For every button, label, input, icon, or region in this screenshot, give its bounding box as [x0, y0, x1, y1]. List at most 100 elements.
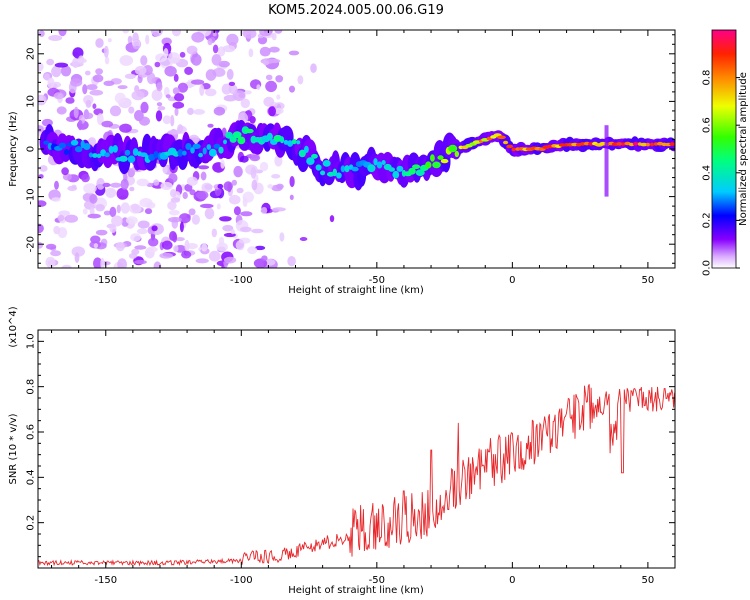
noise-blob [139, 116, 150, 126]
noise-blob [272, 207, 286, 212]
noise-blob [216, 203, 221, 210]
ridge-core [381, 160, 386, 165]
noise-blob [199, 84, 205, 96]
noise-blob [268, 106, 276, 117]
ridge-core [326, 171, 335, 177]
ridge-core [279, 136, 285, 144]
noise-blob [170, 197, 181, 203]
ridge-core [408, 167, 416, 175]
noise-blob [184, 66, 194, 75]
noise-blob [175, 237, 185, 242]
ridge-core [92, 153, 98, 158]
ridge-core [437, 155, 444, 160]
noise-blob [102, 182, 111, 188]
noise-blob [204, 88, 217, 97]
noise-blob [262, 60, 270, 66]
noise-blob [111, 215, 123, 227]
noise-blob [103, 45, 109, 58]
noise-blob [227, 182, 232, 193]
noise-blob [155, 110, 163, 122]
x-tick-label: -150 [94, 575, 117, 586]
noise-blob [162, 165, 168, 174]
noise-blob [297, 75, 304, 85]
noise-blob [161, 240, 173, 250]
noise-blob [218, 236, 225, 246]
ridge-core [139, 152, 148, 157]
noise-blob [109, 105, 122, 117]
noise-blob [171, 30, 182, 37]
noise-blob [50, 250, 61, 257]
ridge-core [63, 149, 70, 155]
ridge-core [202, 147, 207, 155]
noise-blob [151, 225, 158, 232]
noise-blob [38, 61, 44, 72]
noise-blob [38, 200, 47, 207]
noise-blob [189, 189, 196, 196]
noise-blob [73, 106, 79, 119]
noise-blob [201, 182, 213, 193]
noise-blob [168, 216, 182, 223]
noise-blob [249, 154, 261, 162]
noise-blob [288, 50, 300, 56]
noise-blob [200, 171, 207, 181]
noise-blob [190, 79, 205, 85]
ridge-core [198, 152, 204, 158]
noise-blob [136, 228, 148, 235]
y-tick-label: -10 [26, 188, 37, 204]
noise-blob [53, 225, 61, 235]
ridge-core [351, 166, 359, 172]
ridge-core [650, 142, 654, 147]
noise-blob [254, 245, 266, 251]
ridge-core [432, 161, 441, 169]
ridge-core [266, 132, 273, 141]
y-tick-label: 20 [26, 47, 37, 60]
noise-blob [93, 243, 99, 249]
y-tick-label: -20 [26, 236, 37, 252]
ridge-smear [604, 125, 609, 197]
colorbar: 0.0 0.2 0.4 0.6 0.8 Normalized spectral ampl… [702, 29, 749, 276]
noise-blob [260, 207, 268, 214]
noise-blob [167, 129, 182, 135]
noise-blob [110, 182, 122, 188]
noise-blob [85, 99, 92, 108]
noise-blob [228, 81, 236, 86]
ridge-core [373, 158, 378, 166]
ridge-core [43, 140, 49, 145]
ridge-core [503, 140, 509, 145]
noise-blob [64, 214, 79, 223]
noise-blob [62, 173, 72, 181]
noise-blob [259, 46, 271, 57]
noise-blob [128, 253, 138, 259]
noise-blob [274, 30, 283, 34]
noise-blob [154, 61, 161, 68]
noise-blob [250, 166, 257, 179]
ridge-core [396, 165, 404, 172]
noise-blob [92, 74, 104, 83]
x-tick-label: -100 [230, 575, 253, 586]
ridge-core [185, 143, 192, 150]
noise-blob [54, 62, 69, 68]
noise-blob [104, 56, 110, 65]
ridge-core [367, 164, 376, 173]
ridge-core [340, 165, 346, 173]
noise-blob [181, 250, 192, 259]
ridge-core [497, 135, 506, 140]
noise-blob [243, 90, 252, 95]
x-tick-label: 50 [642, 275, 655, 286]
snr-y-label: SNR (10 * v/v) [8, 413, 19, 484]
colorbar-tick-label: 0.2 [702, 212, 713, 228]
noise-blob [89, 207, 95, 216]
noise-blob [58, 30, 67, 37]
ridge-core [616, 142, 623, 146]
noise-blob [53, 92, 64, 100]
noise-blob [299, 237, 308, 241]
noise-blob [276, 94, 281, 100]
noise-blob [45, 256, 56, 268]
noise-blob [119, 55, 134, 66]
noise-blob [140, 55, 148, 66]
noise-blob [222, 224, 234, 232]
noise-blob [170, 114, 175, 127]
noise-blob [160, 181, 173, 191]
noise-blob [116, 187, 129, 200]
noise-blob [38, 30, 45, 37]
